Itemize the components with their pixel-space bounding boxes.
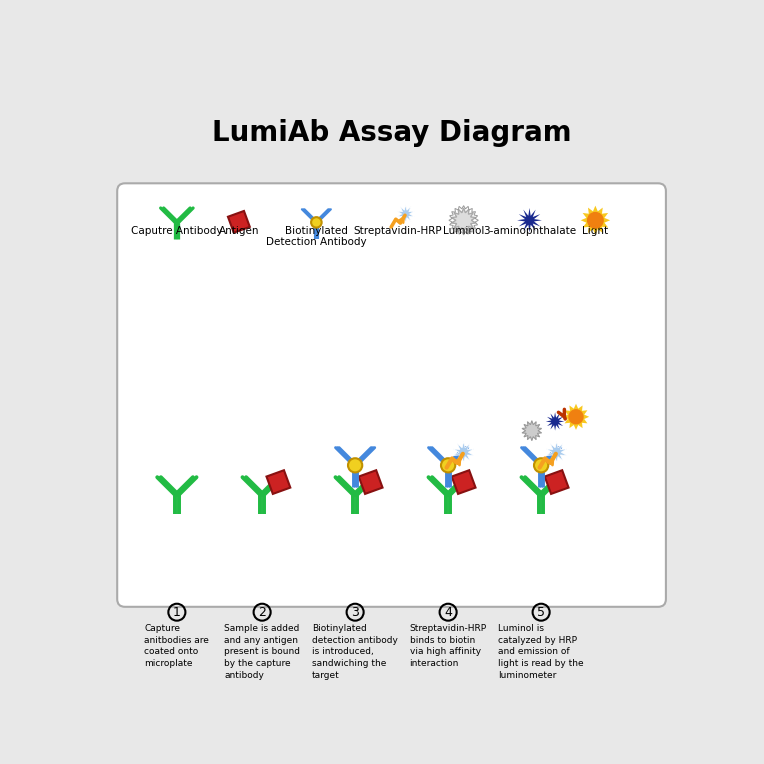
- Polygon shape: [452, 470, 475, 494]
- Text: 4: 4: [444, 606, 452, 619]
- Polygon shape: [545, 413, 565, 431]
- FancyBboxPatch shape: [117, 183, 666, 607]
- Text: Streptavidin-HRP
binds to biotin
via high affinity
interaction: Streptavidin-HRP binds to biotin via hig…: [410, 623, 487, 668]
- Text: 3-aminophthalate: 3-aminophthalate: [483, 225, 576, 235]
- Circle shape: [569, 410, 583, 424]
- Polygon shape: [452, 208, 476, 232]
- Text: 5: 5: [537, 606, 545, 619]
- Circle shape: [534, 458, 549, 472]
- Polygon shape: [453, 442, 474, 463]
- Circle shape: [441, 458, 455, 472]
- Polygon shape: [397, 205, 414, 223]
- Text: 1: 1: [173, 606, 181, 619]
- Text: Capture
anitbodies are
coated onto
microplate: Capture anitbodies are coated onto micro…: [144, 623, 209, 668]
- Text: Caputre Antibody: Caputre Antibody: [131, 225, 222, 235]
- Polygon shape: [267, 470, 290, 494]
- Text: Luminol: Luminol: [443, 225, 484, 235]
- Polygon shape: [228, 211, 250, 233]
- Polygon shape: [563, 403, 589, 430]
- Text: Luminol is
catalyzed by HRP
and emission of
light is read by the
luminometer: Luminol is catalyzed by HRP and emission…: [498, 623, 584, 680]
- Circle shape: [588, 212, 603, 228]
- Text: Biotinylated
Detection Antibody: Biotinylated Detection Antibody: [266, 225, 367, 248]
- Polygon shape: [581, 206, 610, 235]
- Polygon shape: [522, 421, 542, 441]
- Circle shape: [311, 217, 322, 228]
- Text: Antigen: Antigen: [219, 225, 259, 235]
- Text: Streptavidin-HRP: Streptavidin-HRP: [354, 225, 442, 235]
- Text: Biotinylated
detection antibody
is introduced,
sandwiching the
target: Biotinylated detection antibody is intro…: [312, 623, 398, 680]
- Circle shape: [348, 458, 362, 472]
- Polygon shape: [545, 470, 568, 494]
- Text: LumiAb Assay Diagram: LumiAb Assay Diagram: [212, 119, 571, 147]
- Polygon shape: [546, 442, 567, 463]
- Text: Light: Light: [582, 225, 608, 235]
- Polygon shape: [517, 208, 542, 232]
- Text: Sample is added
and any antigen
present is bound
by the capture
antibody: Sample is added and any antigen present …: [224, 623, 300, 680]
- Polygon shape: [359, 470, 383, 494]
- Text: 3: 3: [351, 606, 359, 619]
- Text: 2: 2: [258, 606, 266, 619]
